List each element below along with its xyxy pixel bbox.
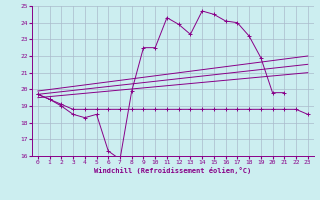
X-axis label: Windchill (Refroidissement éolien,°C): Windchill (Refroidissement éolien,°C) — [94, 167, 252, 174]
